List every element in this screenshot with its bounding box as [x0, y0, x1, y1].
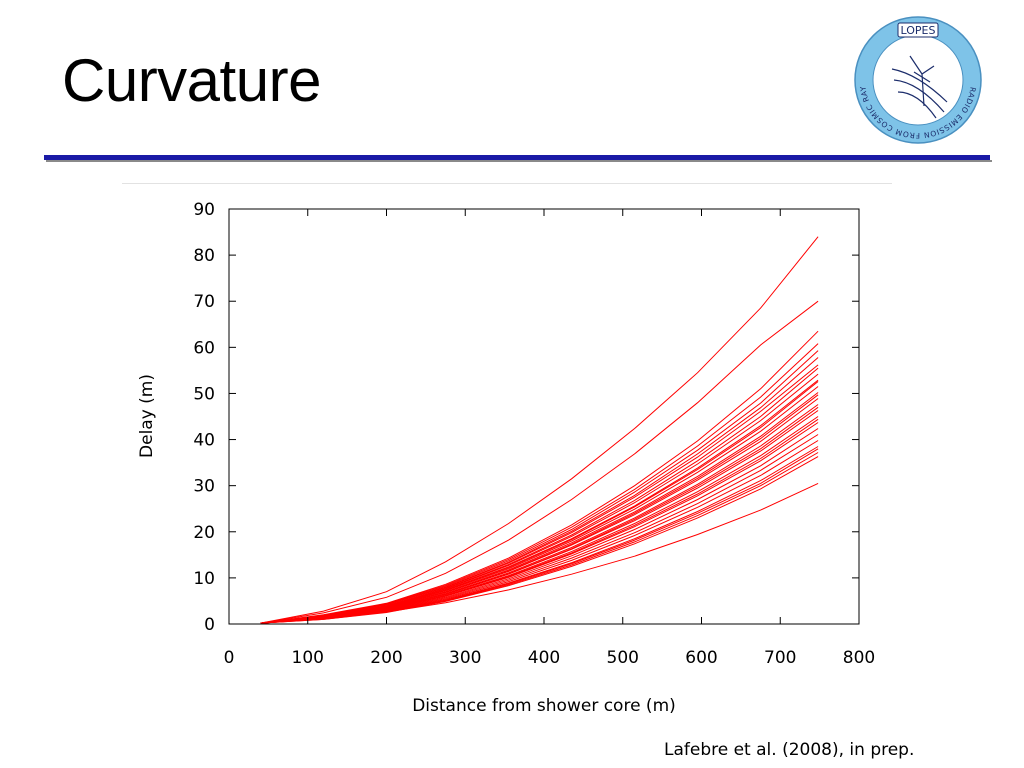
- y-tick-label: 60: [193, 338, 215, 358]
- x-tick-label: 100: [292, 648, 324, 668]
- x-tick-label: 400: [528, 648, 560, 668]
- series-line-8: [260, 404, 819, 624]
- series-line-16: [260, 452, 819, 624]
- series-line-28: [260, 236, 819, 624]
- series-line-27: [260, 300, 819, 624]
- axes-layer: 0 100 200 300 400 500 600 700 800 0 10 20 30 40 50 60 70…: [193, 200, 875, 668]
- series-layer: [260, 236, 819, 624]
- title-divider: [44, 155, 990, 160]
- series-line-23: [260, 381, 819, 624]
- series-line-18: [260, 456, 819, 624]
- title-divider-shadow: [46, 160, 992, 162]
- lopes-logo: RADIO EMISSION FROM COSMIC RAY AIR SHOWE…: [852, 14, 982, 144]
- x-tick-label: 600: [685, 648, 717, 668]
- x-tick-label: 800: [843, 648, 875, 668]
- y-tick-label: 20: [193, 523, 215, 543]
- citation: Lafebre et al. (2008), in prep.: [664, 740, 915, 760]
- x-tick-label: 300: [449, 648, 481, 668]
- y-tick-label: 10: [193, 569, 215, 589]
- y-tick-label: 70: [193, 292, 215, 312]
- slide-title: Curvature: [62, 47, 321, 114]
- x-tick-label: 700: [764, 648, 796, 668]
- series-line-22: [260, 367, 819, 624]
- series-line-20: [260, 343, 819, 624]
- y-tick-label: 90: [193, 200, 215, 220]
- y-tick-label: 40: [193, 431, 215, 451]
- series-line-13: [260, 434, 819, 624]
- y-tick-label: 80: [193, 246, 215, 266]
- series-line-14: [260, 440, 819, 624]
- series-line-24: [260, 394, 819, 624]
- antenna-icon: [891, 55, 948, 119]
- y-tick-label: 50: [193, 384, 215, 404]
- series-line-7: [260, 398, 819, 624]
- x-tick-label: 500: [607, 648, 639, 668]
- logo-name: LOPES: [901, 24, 936, 37]
- x-tick-label: 0: [224, 648, 235, 668]
- series-line-21: [260, 357, 819, 624]
- x-tick-label: 200: [370, 648, 402, 668]
- series-line-1: [260, 330, 819, 624]
- y-tick-label: 30: [193, 477, 215, 497]
- y-axis-label: Delay (m): [137, 374, 157, 458]
- x-axis-label: Distance from shower core (m): [412, 696, 676, 716]
- series-line-25: [260, 406, 819, 624]
- series-line-29: [260, 482, 819, 624]
- series-line-5: [260, 386, 819, 624]
- series-line-2: [260, 364, 819, 624]
- series-line-9: [260, 410, 819, 624]
- y-tick-label: 0: [204, 615, 215, 635]
- series-line-26: [260, 418, 819, 624]
- chart-frame-top: [122, 183, 892, 184]
